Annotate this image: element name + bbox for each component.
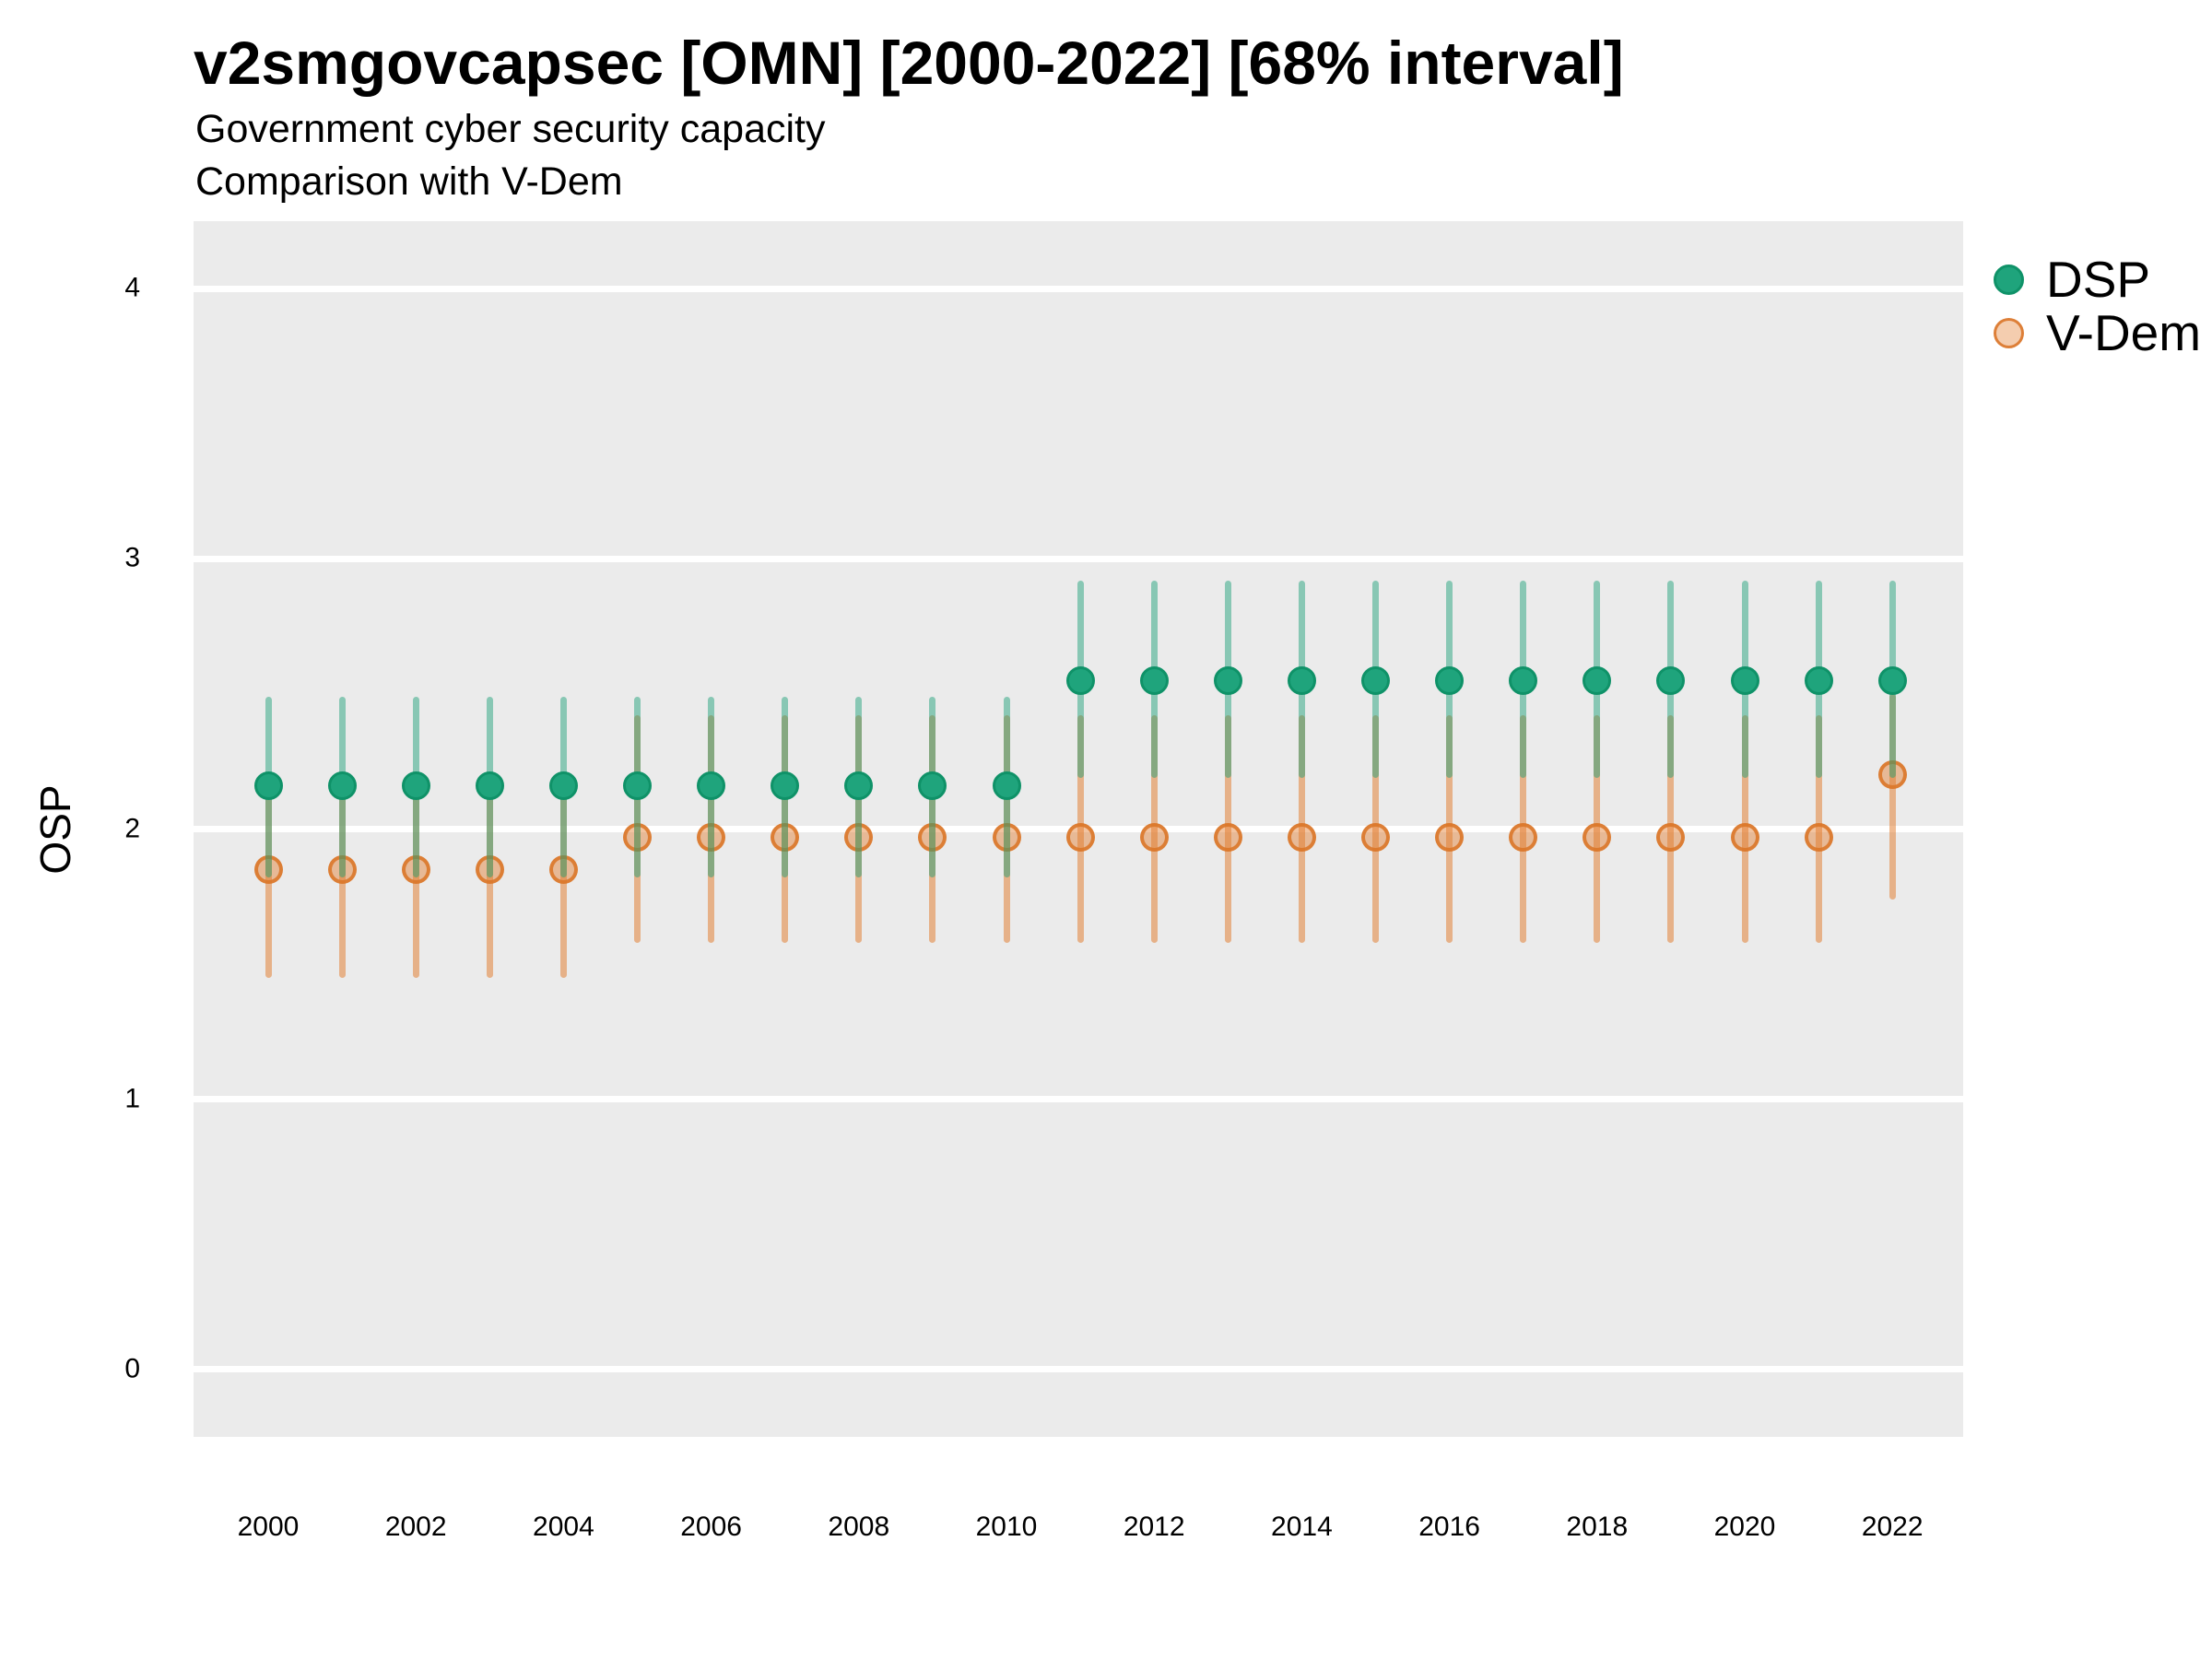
vdem-point-2005	[623, 822, 652, 852]
x-tick-label-2002: 2002	[384, 1512, 447, 1542]
dsp-point-2003	[475, 771, 504, 801]
gridline-y-1	[194, 1096, 1963, 1103]
x-tick-label-2020: 2020	[1713, 1512, 1776, 1542]
vdem-point-2015	[1361, 822, 1390, 852]
vdem-legend-swatch-icon	[1994, 317, 2024, 348]
vdem-point-2004	[548, 854, 578, 884]
chart-subtitle-line2: Comparison with V-Dem	[195, 159, 623, 204]
vdem-point-2013	[1213, 822, 1242, 852]
x-tick-label-2006: 2006	[680, 1512, 742, 1542]
y-tick-label-3: 3	[124, 542, 140, 573]
vdem-point-2008	[844, 822, 874, 852]
dsp-point-2015	[1361, 665, 1390, 695]
vdem-point-2007	[771, 822, 800, 852]
dsp-point-2004	[548, 771, 578, 801]
dsp-point-2001	[327, 771, 357, 801]
vdem-interval-bar-2022	[1888, 693, 1896, 900]
gridline-y-4	[194, 285, 1963, 292]
dsp-point-2010	[992, 771, 1021, 801]
legend-item-dsp: DSP	[1994, 253, 2150, 305]
x-tick-label-2000: 2000	[237, 1512, 300, 1542]
vdem-point-2012	[1139, 822, 1169, 852]
dsp-point-2013	[1213, 665, 1242, 695]
dsp-point-2020	[1730, 665, 1759, 695]
vdem-point-2017	[1509, 822, 1538, 852]
vdem-point-2001	[327, 854, 357, 884]
x-tick-label-2010: 2010	[975, 1512, 1038, 1542]
vdem-point-2016	[1435, 822, 1465, 852]
dsp-point-2006	[697, 771, 726, 801]
y-tick-label-2: 2	[124, 812, 140, 843]
dsp-point-2005	[623, 771, 652, 801]
chart-subtitle: Government cyber security capacity	[195, 107, 826, 151]
x-tick-label-2014: 2014	[1271, 1512, 1333, 1542]
vdem-point-2002	[401, 854, 430, 884]
dsp-point-2016	[1435, 665, 1465, 695]
dsp-point-2008	[844, 771, 874, 801]
vdem-point-2006	[697, 822, 726, 852]
y-tick-label-0: 0	[124, 1353, 140, 1384]
x-tick-label-2008: 2008	[828, 1512, 890, 1542]
vdem-point-2009	[918, 822, 947, 852]
legend-label-dsp: DSP	[2046, 250, 2151, 308]
dsp-point-2018	[1583, 665, 1612, 695]
x-tick-label-2022: 2022	[1861, 1512, 1924, 1542]
vdem-point-2014	[1287, 822, 1316, 852]
chart-title: v2smgovcapsec [OMN] [2000-2022] [68% int…	[194, 29, 1624, 97]
dsp-point-2014	[1287, 665, 1316, 695]
gridline-y-0	[194, 1366, 1963, 1373]
y-tick-label-4: 4	[124, 272, 140, 303]
gridline-y-3	[194, 555, 1963, 562]
vdem-point-2019	[1656, 822, 1686, 852]
vdem-point-2022	[1877, 760, 1907, 790]
vdem-point-2003	[475, 854, 504, 884]
dsp-point-2002	[401, 771, 430, 801]
x-tick-label-2004: 2004	[533, 1512, 594, 1542]
vdem-point-2011	[1065, 822, 1095, 852]
vdem-point-2021	[1804, 822, 1833, 852]
dsp-point-2011	[1065, 665, 1095, 695]
dsp-point-2017	[1509, 665, 1538, 695]
x-tick-label-2012: 2012	[1123, 1512, 1185, 1542]
legend-label-vdem: V-Dem	[2046, 303, 2202, 361]
dsp-point-2021	[1804, 665, 1833, 695]
vdem-point-2010	[992, 822, 1021, 852]
plot-panel	[194, 221, 1963, 1437]
dsp-point-2000	[253, 771, 283, 801]
dsp-legend-swatch-icon	[1994, 264, 2024, 295]
dsp-point-2007	[771, 771, 800, 801]
legend-item-vdem: V-Dem	[1994, 307, 2201, 359]
dsp-point-2012	[1139, 665, 1169, 695]
x-tick-label-2016: 2016	[1418, 1512, 1480, 1542]
dsp-point-2022	[1877, 665, 1907, 695]
x-tick-label-2018: 2018	[1566, 1512, 1629, 1542]
dsp-point-2009	[918, 771, 947, 801]
dsp-point-2019	[1656, 665, 1686, 695]
vdem-point-2000	[253, 854, 283, 884]
y-tick-label-1: 1	[124, 1082, 140, 1113]
vdem-point-2020	[1730, 822, 1759, 852]
vdem-point-2018	[1583, 822, 1612, 852]
